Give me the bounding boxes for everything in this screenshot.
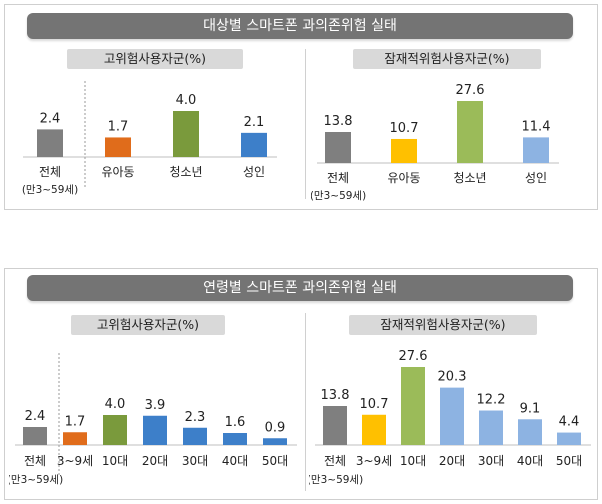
bar-value-label: 10.7 — [360, 397, 389, 412]
bar — [440, 387, 464, 445]
bar-value-label: 20.3 — [438, 370, 467, 385]
chart-svg: 2.4 전체 (만3~59세) 1.7 유아동 4.0 청소년 2.1 성인 — [22, 81, 277, 196]
category-label: 전체 — [39, 165, 61, 179]
panel-banner: 연령별 스마트폰 과의존위험 실태 — [27, 275, 573, 301]
category-label: 전체 — [324, 454, 346, 468]
bar — [523, 137, 549, 163]
chart-svg: 2.4 전체 (만3~59세) 1.7 3~9세 4.0 10대 3.9 20대 2.3 30대 1.… — [9, 353, 297, 486]
bar-value-label: 27.6 — [456, 83, 485, 98]
category-label: 50대 — [556, 454, 582, 468]
bar — [457, 101, 483, 163]
bar-value-label: 12.2 — [477, 393, 506, 408]
panel-divider — [305, 49, 306, 199]
category-label: 성인 — [243, 165, 265, 179]
category-label: 40대 — [517, 454, 543, 468]
chart-svg: 13.8 전체 (만3~59세) 10.7 3~9세 27.6 10대 20.3 20대 12.2… — [309, 349, 591, 486]
bar-value-label: 9.1 — [520, 401, 541, 416]
bar — [557, 432, 581, 445]
bar — [391, 138, 417, 163]
category-sublabel: (만3~59세) — [311, 190, 366, 202]
category-label: 유아동 — [101, 165, 134, 179]
category-label: 전체 — [327, 171, 349, 185]
category-label: 30대 — [182, 454, 208, 468]
bar-value-label: 11.4 — [522, 119, 551, 134]
category-label: 유아동 — [387, 171, 420, 185]
category-label: 청소년 — [169, 165, 202, 179]
category-sublabel: (만3~59세) — [309, 474, 363, 486]
bar-value-label: 2.4 — [40, 111, 61, 126]
bar — [63, 432, 87, 445]
bar — [241, 132, 267, 157]
category-label: 20대 — [142, 454, 168, 468]
bar-value-label: 1.6 — [225, 415, 246, 430]
chart-high-risk-by-group: 고위험사용자군(%) 2.4 전체 (만3~59세) 1.7 유아동 4.0 청소년 2.1 성… — [17, 45, 297, 207]
bar-value-label: 4.4 — [559, 415, 580, 430]
category-label: 성인 — [525, 171, 547, 185]
category-label: 20대 — [439, 454, 465, 468]
chart-title: 고위험사용자군(%) — [67, 49, 243, 69]
category-label: 10대 — [400, 454, 426, 468]
bar — [37, 129, 63, 157]
bar — [103, 415, 127, 445]
bar — [479, 410, 503, 445]
category-label: 40대 — [222, 454, 248, 468]
bar-value-label: 13.8 — [321, 388, 350, 403]
bar — [183, 427, 207, 445]
bar-value-label: 10.7 — [390, 121, 419, 136]
bar — [323, 406, 347, 445]
bar-value-label: 2.3 — [185, 410, 206, 425]
chart-high-risk-by-age: 고위험사용자군(%) 2.4 전체 (만3~59세) 1.7 3~9세 4.0 10대 3.9… — [9, 313, 301, 499]
category-sublabel: (만3~59세) — [9, 474, 63, 486]
panel-by-age: 연령별 스마트폰 과의존위험 실태 고위험사용자군(%) 2.4 전체 (만3~59… — [4, 268, 598, 500]
chart-potential-risk-by-age: 잠재적위험사용자군(%) 13.8 전체 (만3~59세) 10.7 3~9세 27.6 1… — [309, 313, 595, 499]
bar-value-label: 4.0 — [105, 397, 126, 412]
bar — [263, 438, 287, 445]
bar — [23, 427, 47, 445]
category-label: 50대 — [262, 454, 288, 468]
bar-value-label: 27.6 — [399, 349, 428, 364]
bar — [105, 137, 131, 157]
bar — [518, 419, 542, 445]
bar-value-label: 0.9 — [265, 420, 286, 435]
category-label: 3~9세 — [57, 454, 93, 468]
chart-svg: 13.8 전체 (만3~59세) 10.7 유아동 27.6 청소년 11.4 성인 — [311, 83, 559, 202]
bar — [401, 367, 425, 445]
category-label: 3~9세 — [356, 454, 392, 468]
bar — [223, 433, 247, 445]
bar-value-label: 4.0 — [176, 93, 197, 108]
category-label: 30대 — [478, 454, 504, 468]
bar-value-label: 13.8 — [324, 114, 353, 129]
category-label: 10대 — [102, 454, 128, 468]
bar-value-label: 3.9 — [145, 398, 166, 413]
bar-value-label: 2.4 — [25, 409, 46, 424]
panel-banner: 대상별 스마트폰 과의존위험 실태 — [27, 13, 573, 39]
bar-value-label: 2.1 — [244, 115, 265, 130]
bar — [173, 111, 199, 157]
panel-divider — [305, 313, 306, 491]
category-label: 청소년 — [453, 171, 486, 185]
chart-title: 잠재적위험사용자군(%) — [353, 49, 541, 69]
bar — [325, 132, 351, 163]
chart-potential-risk-by-group: 잠재적위험사용자군(%) 13.8 전체 (만3~59세) 10.7 유아동 27.6 청소… — [311, 45, 591, 207]
panel-by-group: 대상별 스마트폰 과의존위험 실태 고위험사용자군(%) 2.4 전체 (만3~59… — [4, 4, 598, 210]
category-label: 전체 — [24, 454, 46, 468]
bar — [143, 415, 167, 445]
bar — [362, 414, 386, 445]
bar-value-label: 1.7 — [65, 414, 86, 429]
category-sublabel: (만3~59세) — [22, 184, 78, 196]
chart-title: 고위험사용자군(%) — [71, 315, 225, 335]
bar-value-label: 1.7 — [108, 119, 129, 134]
chart-title: 잠재적위험사용자군(%) — [349, 315, 537, 335]
